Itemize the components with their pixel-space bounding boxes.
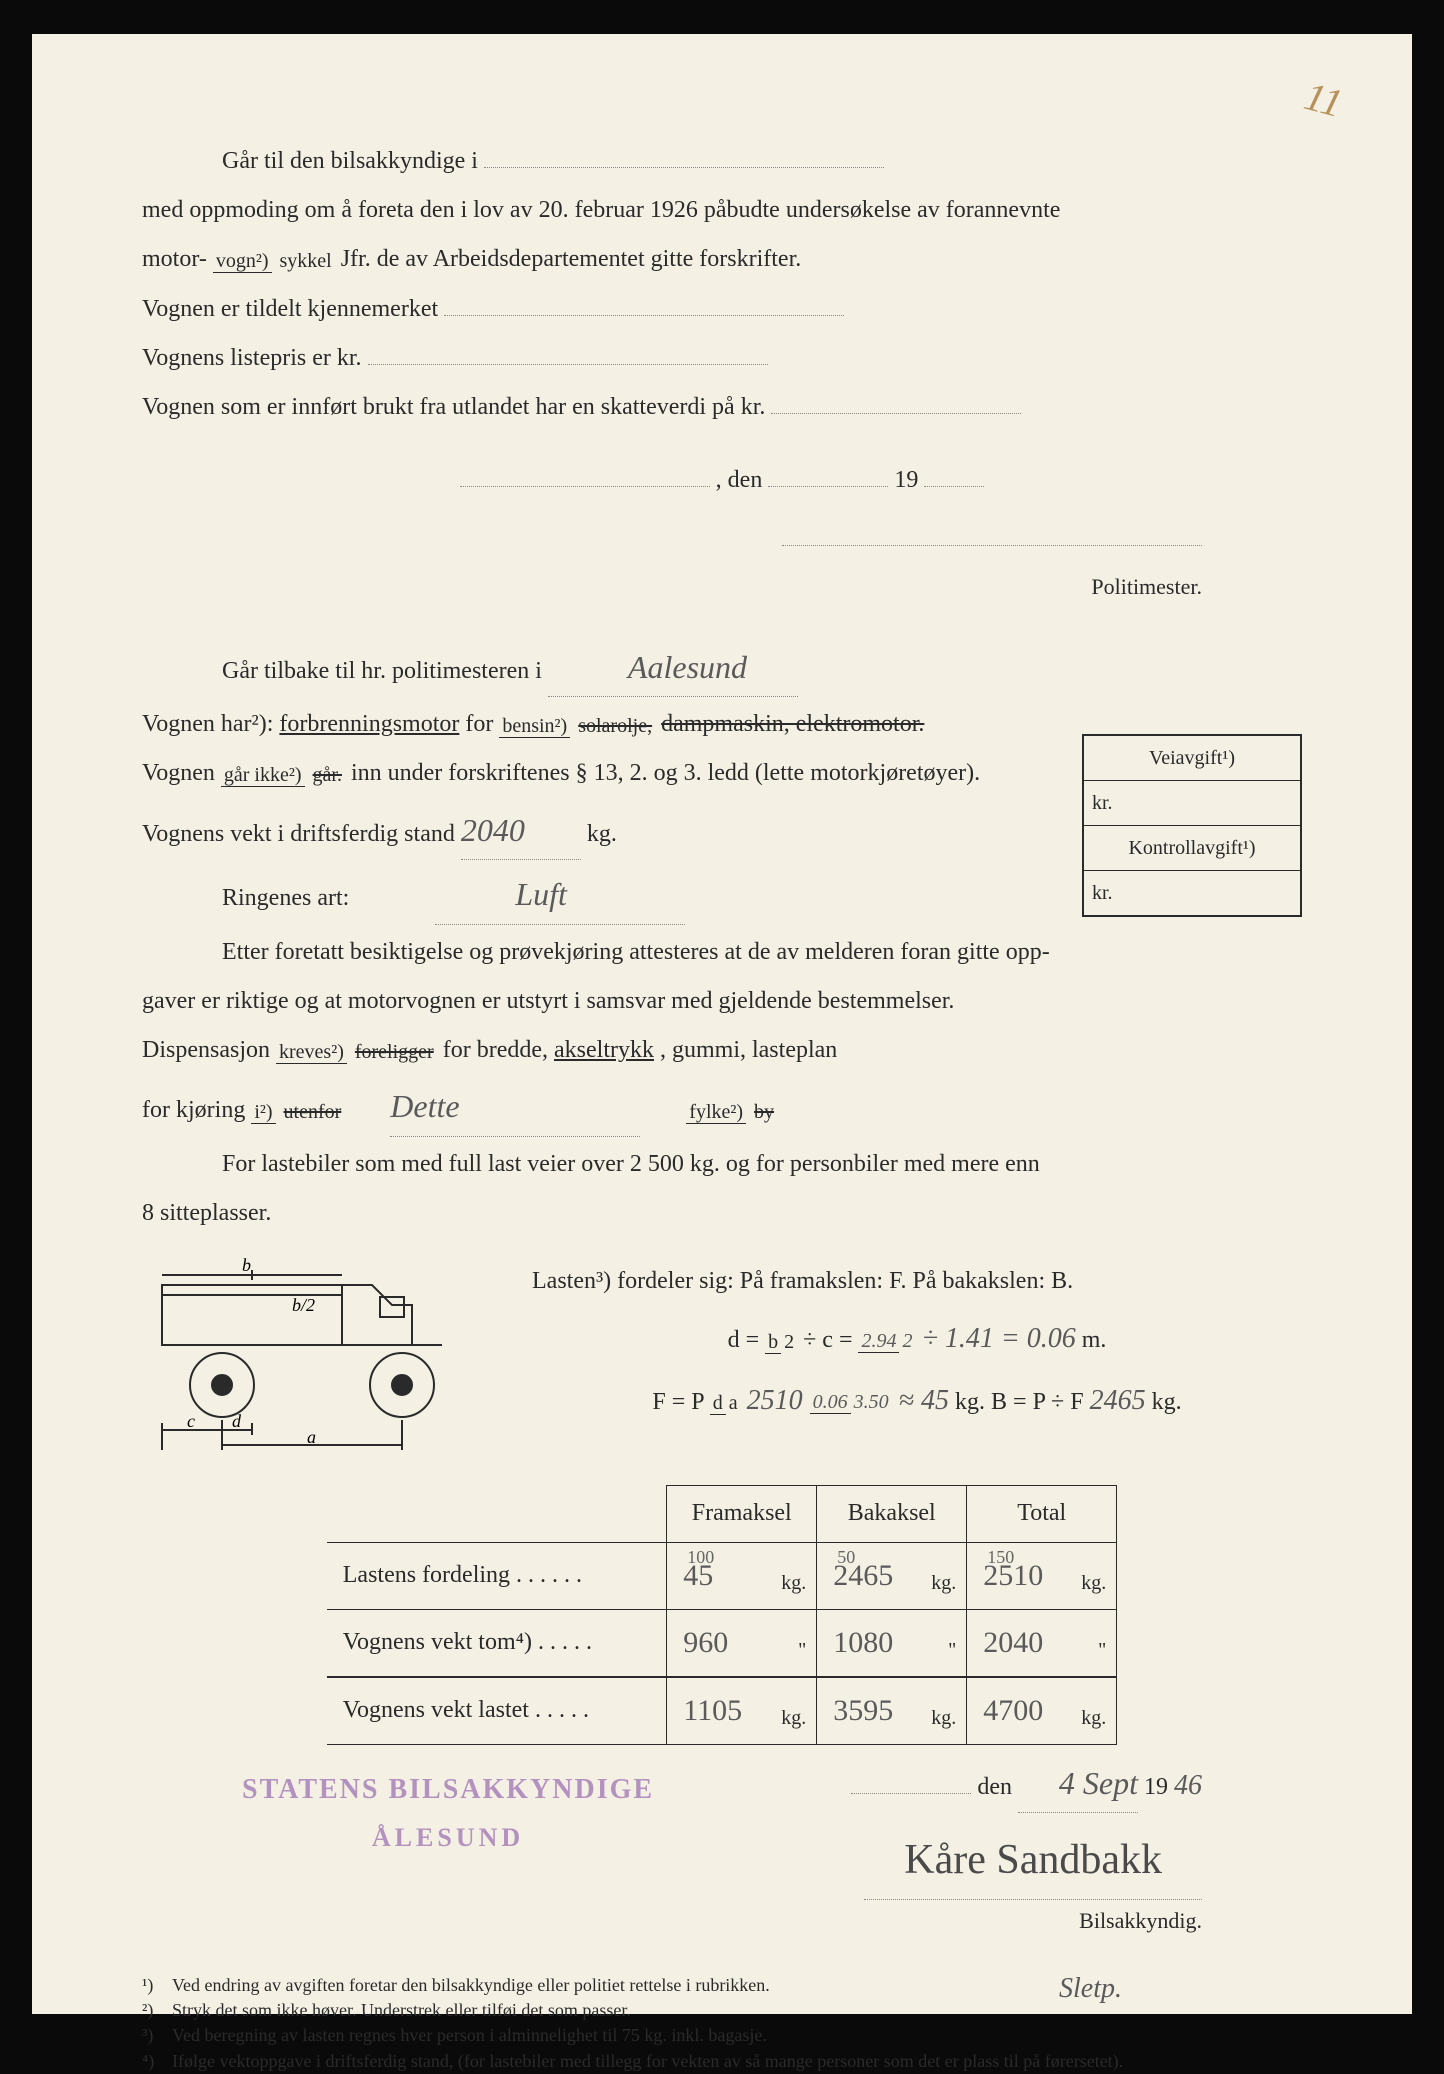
fraction-kreves: kreves²) foreligger	[276, 1041, 437, 1063]
table-cell[interactable]: 4700kg.	[967, 1677, 1117, 1745]
table-row: Vognens vekt lastet . . . . .1105kg.3595…	[327, 1677, 1117, 1745]
document-page: 11 Går til den bilsakkyndige i med oppmo…	[32, 34, 1412, 2014]
line-engine-type: Vognen har²): forbrenningsmotor for bens…	[142, 703, 1042, 746]
load-title: Lasten³) fordeler sig: På framakslen: F.…	[532, 1255, 1302, 1308]
page-number-mark: 11	[1296, 60, 1350, 139]
formula-d: d = b2 ÷ c = 2.942 ÷ 1.41 = 0.06 m.	[532, 1308, 1302, 1370]
blank-field[interactable]	[368, 364, 768, 365]
line-lastebiler-2: 8 sitteplasser.	[142, 1192, 1302, 1235]
line-attestation-1: Etter foretatt besiktigelse og prøvekjør…	[142, 931, 1302, 974]
line-back-to: Går tilbake til hr. politimesteren i Aal…	[142, 639, 1302, 698]
weight-value[interactable]: 2040	[461, 802, 581, 861]
signature-block: den 4 Sept 19 46 Kåre Sandbakk Bilsakkyn…	[851, 1755, 1202, 1943]
stamp-line2: ÅLESUND	[242, 1815, 654, 1862]
signature-name: Kåre Sandbakk	[864, 1823, 1202, 1900]
footnote: ⁴)Ifølge vektoppgave i driftsferdig stan…	[142, 2049, 1302, 2074]
footnote: ¹)Ved endring av avgiften foretar den bi…	[142, 1973, 1302, 1998]
kjoring-value[interactable]: Dette	[390, 1078, 640, 1137]
place-field[interactable]	[460, 486, 710, 487]
year-field[interactable]	[924, 486, 984, 487]
dim-b: b	[242, 1255, 251, 1275]
table-cell[interactable]: 960"	[667, 1609, 817, 1677]
line-kjoring: for kjøring i²) utenfor Dette fylke²) by	[142, 1078, 1302, 1137]
text: motor-	[142, 246, 207, 272]
line-motor: motor- vogn²) sykkel Jfr. de av Arbeidsd…	[142, 238, 1302, 281]
line-dispensasjon: Dispensasjon kreves²) foreligger for bre…	[142, 1029, 1302, 1072]
line-inspector: Går til den bilsakkyndige i	[142, 140, 1302, 183]
fraction-fylke-by: fylke²) by	[686, 1101, 777, 1123]
sig-year[interactable]: 46	[1174, 1770, 1202, 1801]
line-skatteverdi: Vognen som er innført brukt fra utlandet…	[142, 386, 1302, 429]
politimester-place[interactable]: Aalesund	[548, 639, 798, 698]
text: Går til den bilsakkyndige i	[222, 148, 478, 174]
extra-marking: Sletp.	[1059, 1973, 1122, 2004]
line-vekt: Vognens vekt i driftsferdig stand 2040 k…	[142, 802, 1042, 861]
fraction-vogn-sykkel: vogn²) sykkel	[213, 250, 335, 272]
fee-box: Veiavgift¹) kr. Kontrollavgift¹) kr.	[1082, 734, 1302, 917]
col-total: Total	[967, 1486, 1117, 1542]
blank-field[interactable]	[484, 167, 884, 168]
text: Jfr. de av Arbeidsdepartementet gitte fo…	[341, 246, 802, 272]
date-field[interactable]	[768, 486, 888, 487]
table-cell[interactable]: 1105kg.	[667, 1677, 817, 1745]
stamp-line1: STATENS BILSAKKYNDIGE	[242, 1765, 654, 1815]
dim-b2: b/2	[292, 1295, 315, 1315]
col-bakaksel: Bakaksel	[817, 1486, 967, 1542]
table-cell[interactable]: 502465kg.	[817, 1542, 967, 1609]
ring-type-value[interactable]: Luft	[435, 866, 685, 925]
signature-label: Bilsakkyndig.	[1079, 1908, 1202, 1933]
table-cell[interactable]: 1080"	[817, 1609, 967, 1677]
fee-kontrollavgift-value[interactable]: kr.	[1084, 871, 1300, 915]
line-lette-kjoretoy: Vognen går ikke²) går. inn under forskri…	[142, 752, 1042, 795]
row-label: Vognens vekt tom⁴) . . . . .	[327, 1609, 667, 1677]
weight-table: Framaksel Bakaksel Total Lastens fordeli…	[327, 1485, 1118, 1744]
line-attestation-2: gaver er riktige og at motorvognen er ut…	[142, 980, 1302, 1023]
politimester-signature: Politimester.	[142, 522, 1202, 608]
fraction-fuel: bensin²) solarolje,	[499, 715, 655, 737]
blank-field[interactable]	[771, 413, 1021, 414]
line-kjennemerke: Vognen er tildelt kjennemerket	[142, 288, 1302, 331]
load-formulas: Lasten³) fordeler sig: På framakslen: F.…	[532, 1255, 1302, 1431]
dim-c: c	[187, 1411, 195, 1431]
col-framaksel: Framaksel	[667, 1486, 817, 1542]
table-row: Vognens vekt tom⁴) . . . . .960"1080"204…	[327, 1609, 1117, 1677]
truck-diagram: b b/2 d c a	[142, 1255, 512, 1455]
fee-kontrollavgift-label: Kontrollavgift¹)	[1084, 826, 1300, 871]
fraction-i-utenfor: i²) utenfor	[251, 1101, 344, 1123]
footnote: ³)Ved beregning av lasten regnes hver pe…	[142, 2023, 1302, 2048]
blank-field[interactable]	[444, 315, 844, 316]
fraction-gar-ikke: går ikke²) går.	[221, 764, 345, 786]
table-cell[interactable]: 2040"	[967, 1609, 1117, 1677]
line-lastebiler-1: For lastebiler som med full last veier o…	[142, 1143, 1302, 1186]
fee-veiavgift-value[interactable]: kr.	[1084, 781, 1300, 826]
load-section: b b/2 d c a Lasten³) fordeler sig: På fr…	[142, 1255, 1302, 1455]
formula-f-b: F = P da 2510 0.063.50 ≈ 45 kg. B = P ÷ …	[532, 1370, 1302, 1432]
fee-veiavgift-label: Veiavgift¹)	[1084, 736, 1300, 781]
dim-d: d	[232, 1411, 242, 1431]
footnotes: ¹)Ved endring av avgiften foretar den bi…	[142, 1973, 1302, 2074]
table-row: Lastens fordeling . . . . . .10045kg.502…	[327, 1542, 1117, 1609]
row-label: Vognens vekt lastet . . . . .	[327, 1677, 667, 1745]
row-label: Lastens fordeling . . . . . .	[327, 1542, 667, 1609]
line-listepris: Vognens listepris er kr.	[142, 337, 1302, 380]
table-cell[interactable]: 10045kg.	[667, 1542, 817, 1609]
line-request: med oppmoding om å foreta den i lov av 2…	[142, 189, 1302, 232]
stamp: STATENS BILSAKKYNDIGE ÅLESUND	[242, 1765, 654, 1862]
dim-a: a	[307, 1427, 316, 1447]
sig-date[interactable]: 4 Sept	[1018, 1755, 1138, 1814]
table-cell[interactable]: 1502510kg.	[967, 1542, 1117, 1609]
table-cell[interactable]: 3595kg.	[817, 1677, 967, 1745]
date-line-1: , den 19	[142, 459, 1302, 502]
